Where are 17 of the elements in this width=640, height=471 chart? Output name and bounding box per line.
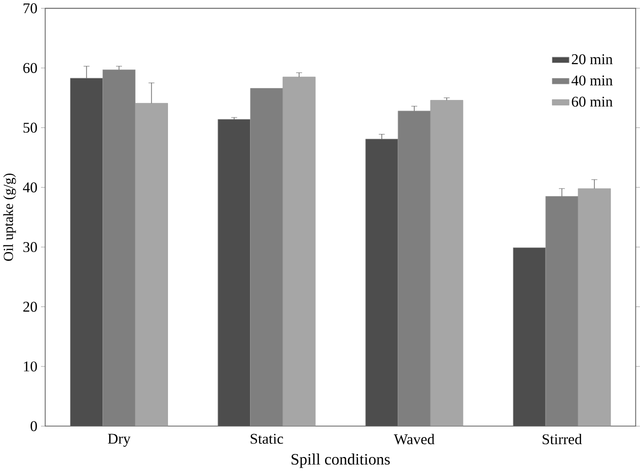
y-axis-title: Oil uptake (g/g) <box>3 174 16 261</box>
x-tick-label: Stirred <box>542 434 582 444</box>
legend-label: 60 min <box>572 96 613 107</box>
x-tick-label: Waved <box>394 434 434 444</box>
x-tick-label: Static <box>250 434 284 444</box>
y-tick-label: 70 <box>24 3 37 14</box>
legend-label: 20 min <box>572 54 613 64</box>
y-tick-label: 60 <box>23 62 37 73</box>
x-axis-title: Spill conditions <box>292 453 390 468</box>
y-tick-label: 20 <box>23 302 37 312</box>
legend-label: 40 min <box>572 75 613 86</box>
y-tick-label: 10 <box>24 361 37 372</box>
y-tick-label: 50 <box>24 122 37 133</box>
y-tick-label: 0 <box>30 421 37 432</box>
y-tick-label: 30 <box>23 242 37 252</box>
y-tick-label: 40 <box>22 182 37 192</box>
x-tick-label: Dry <box>108 434 130 447</box>
